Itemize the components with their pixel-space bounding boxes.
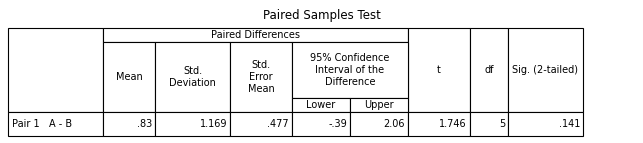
Text: Upper: Upper	[364, 100, 394, 110]
Text: 2.06: 2.06	[383, 119, 405, 129]
Bar	[230, 42, 292, 112]
Bar	[408, 28, 470, 112]
Bar	[155, 112, 230, 136]
Text: .477: .477	[267, 119, 289, 129]
Text: Std.
Error
Mean: Std. Error Mean	[248, 60, 275, 94]
Text: -.39: -.39	[328, 119, 347, 129]
Bar	[408, 112, 470, 136]
Text: 1.169: 1.169	[199, 119, 227, 129]
Bar	[508, 28, 583, 112]
Bar	[8, 112, 103, 136]
Bar	[350, 112, 408, 136]
Text: 95% Confidence
Interval of the
Difference: 95% Confidence Interval of the Differenc…	[311, 53, 390, 87]
Text: 1.746: 1.746	[439, 119, 467, 129]
Bar	[8, 28, 103, 112]
Bar	[292, 112, 350, 136]
Bar	[292, 42, 408, 98]
Text: t: t	[437, 65, 441, 75]
Bar	[103, 28, 408, 42]
Text: Pair 1   A - B: Pair 1 A - B	[12, 119, 72, 129]
Text: Sig. (2-tailed): Sig. (2-tailed)	[512, 65, 579, 75]
Text: 5: 5	[499, 119, 505, 129]
Bar	[230, 112, 292, 136]
Bar	[155, 42, 230, 112]
Text: Mean: Mean	[116, 72, 142, 82]
Bar	[350, 98, 408, 112]
Text: Paired Samples Test: Paired Samples Test	[262, 8, 381, 21]
Text: Lower: Lower	[306, 100, 336, 110]
Text: Paired Differences: Paired Differences	[211, 30, 300, 40]
Bar	[508, 112, 583, 136]
Text: df: df	[484, 65, 494, 75]
Bar	[103, 112, 155, 136]
Bar	[103, 42, 155, 112]
Bar	[292, 98, 350, 112]
Bar	[470, 112, 508, 136]
Bar	[470, 28, 508, 112]
Text: Std.
Deviation: Std. Deviation	[169, 66, 216, 88]
Text: .141: .141	[559, 119, 580, 129]
Text: .83: .83	[137, 119, 152, 129]
